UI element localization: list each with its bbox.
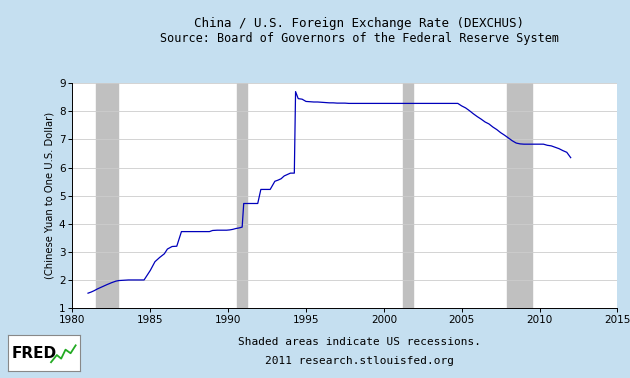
- Text: China / U.S. Foreign Exchange Rate (DEXCHUS): China / U.S. Foreign Exchange Rate (DEXC…: [194, 17, 524, 30]
- Y-axis label: (Chinese Yuan to One U.S. Dollar): (Chinese Yuan to One U.S. Dollar): [45, 112, 55, 279]
- Text: Source: Board of Governors of the Federal Reserve System: Source: Board of Governors of the Federa…: [159, 32, 559, 45]
- Bar: [403, 83, 413, 308]
- Bar: [96, 83, 118, 308]
- Text: Shaded areas indicate US recessions.: Shaded areas indicate US recessions.: [238, 337, 481, 347]
- Bar: [507, 83, 532, 308]
- Text: FRED: FRED: [12, 346, 57, 361]
- Text: 2011 research.stlouisfed.org: 2011 research.stlouisfed.org: [265, 356, 454, 366]
- Bar: [238, 83, 247, 308]
